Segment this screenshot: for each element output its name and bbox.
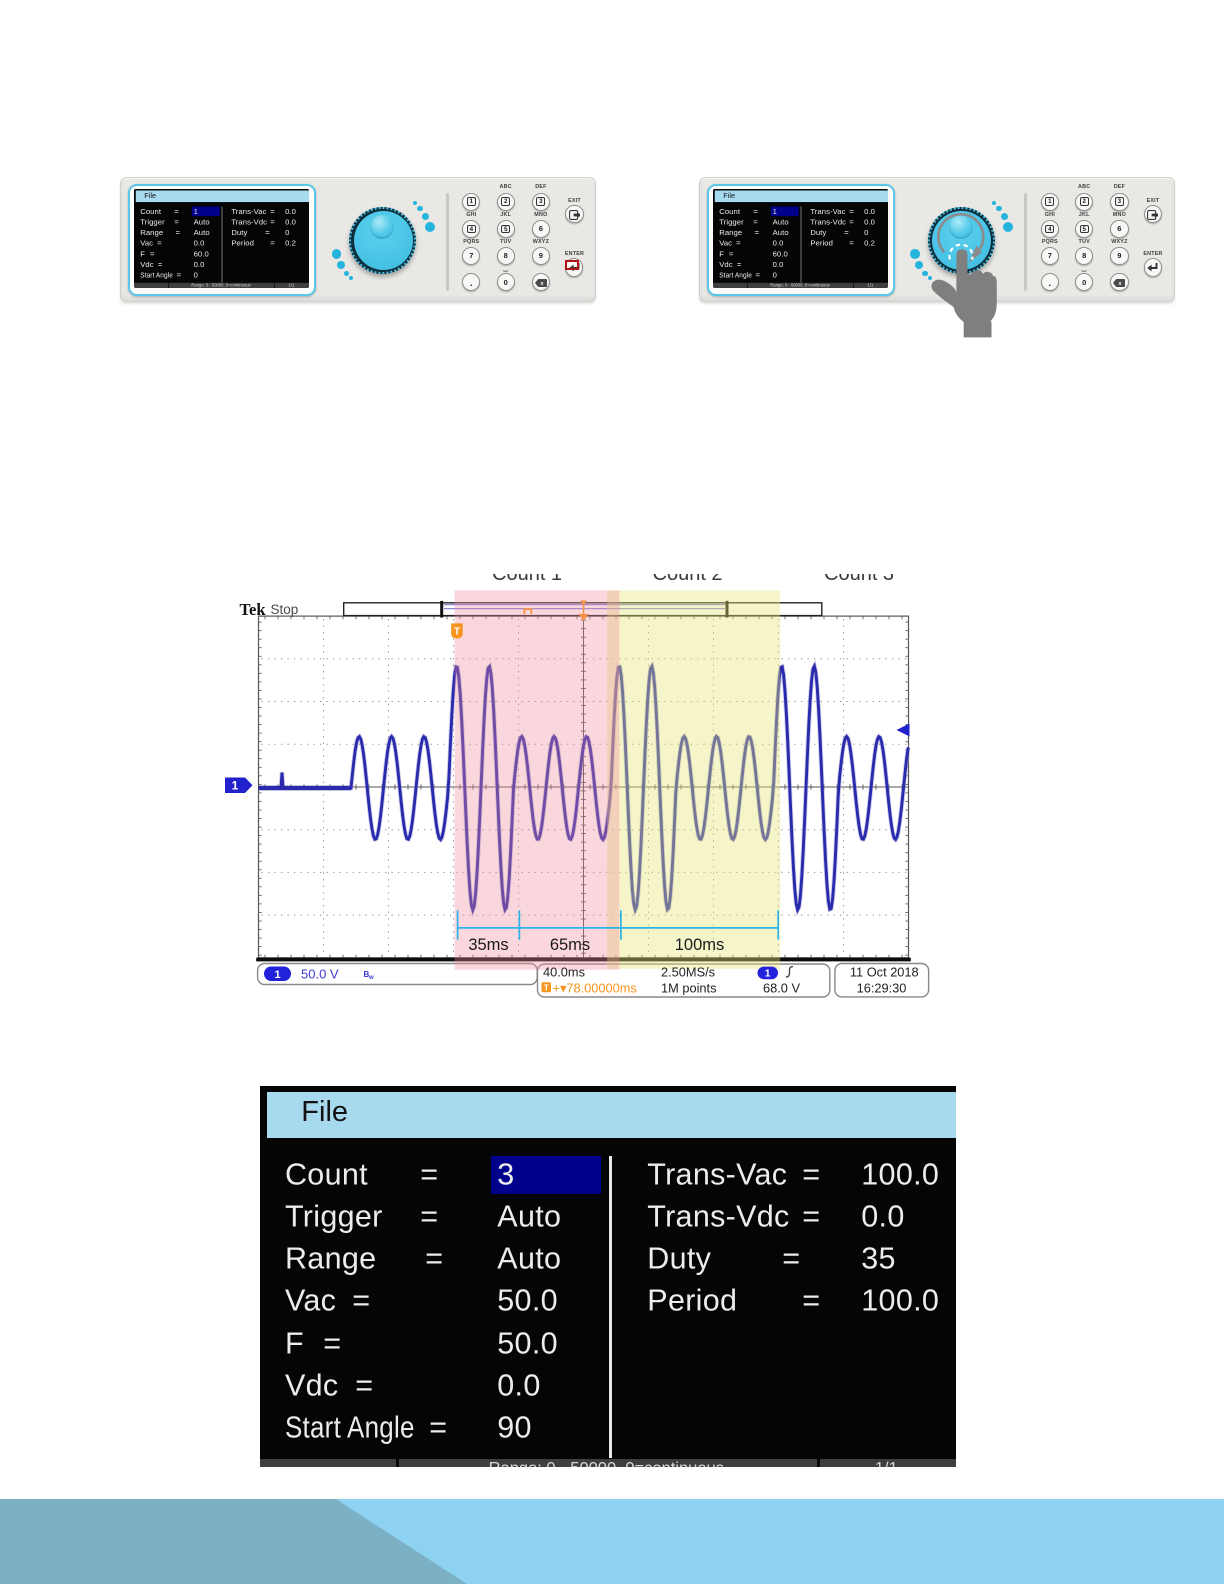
svg-text:11 Oct 2018: 11 Oct 2018 bbox=[850, 965, 919, 980]
svg-text:1: 1 bbox=[765, 969, 771, 980]
svg-text:40.0ms: 40.0ms bbox=[543, 965, 585, 980]
svg-text:1: 1 bbox=[274, 969, 280, 981]
svg-text:w: w bbox=[368, 975, 374, 981]
svg-text:50.0 V: 50.0 V bbox=[301, 967, 339, 982]
svg-text:16:29:30: 16:29:30 bbox=[857, 981, 907, 996]
svg-text:x: x bbox=[540, 281, 544, 287]
svg-text:68.0 V: 68.0 V bbox=[763, 981, 800, 996]
svg-text:B: B bbox=[364, 970, 370, 979]
svg-text:+▾78.00000ms: +▾78.00000ms bbox=[553, 981, 637, 996]
svg-text:Tek: Tek bbox=[240, 600, 267, 619]
svg-text:Stop: Stop bbox=[271, 602, 299, 617]
svg-text:100ms: 100ms bbox=[675, 936, 725, 954]
svg-text:x: x bbox=[1119, 281, 1123, 287]
svg-text:1: 1 bbox=[232, 779, 239, 793]
svg-text:35ms: 35ms bbox=[468, 936, 508, 954]
svg-text:1M points: 1M points bbox=[661, 981, 716, 996]
svg-text:T: T bbox=[454, 627, 460, 638]
svg-text:T: T bbox=[544, 983, 550, 993]
svg-text:65ms: 65ms bbox=[550, 936, 590, 954]
svg-text:2.50MS/s: 2.50MS/s bbox=[661, 965, 715, 980]
